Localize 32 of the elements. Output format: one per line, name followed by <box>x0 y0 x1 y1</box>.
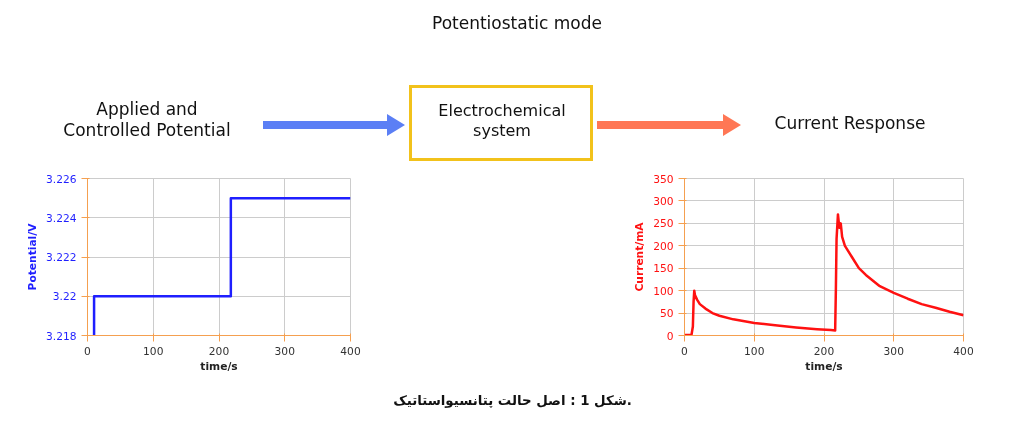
y-tick-label: 250 <box>653 217 674 231</box>
y-tick-label: 3.224 <box>45 211 77 225</box>
y-axis-title: Current/mA <box>633 221 647 292</box>
y-tick-label: 3.218 <box>45 329 77 343</box>
text: شکل 1 : اصل حالت پتانسیواستاتیک. <box>393 393 632 408</box>
y-tick-label: 350 <box>653 172 674 186</box>
x-tick-label: 200 <box>813 344 835 358</box>
y-tick-label: 3.226 <box>45 172 77 186</box>
y-tick-label: 300 <box>653 194 674 208</box>
text: Current Response <box>773 113 927 135</box>
x-tick-label: 400 <box>953 344 974 358</box>
x-tick-label: 300 <box>274 344 296 358</box>
x-tick-label: 0 <box>84 344 92 358</box>
x-axis-title: time/s <box>200 359 238 373</box>
x-axis-title: time/s <box>805 359 843 373</box>
y-tick-label: 3.22 <box>52 290 77 304</box>
y-tick-label: 200 <box>653 239 674 253</box>
y-tick-label: 100 <box>653 284 674 298</box>
y-tick-label: 50 <box>659 307 674 321</box>
x-tick-label: 100 <box>143 344 164 358</box>
y-tick-label: 150 <box>653 262 674 276</box>
x-tick-label: 200 <box>208 344 230 358</box>
y-tick-label: 0 <box>666 329 674 343</box>
text: Applied and Controlled Potential <box>62 99 232 142</box>
y-tick-label: 3.222 <box>45 251 77 264</box>
x-tick-label: 400 <box>340 344 361 358</box>
x-tick-label: 0 <box>681 344 689 358</box>
x-tick-label: 100 <box>744 344 765 358</box>
text: Electrochemical system <box>437 101 567 141</box>
x-tick-label: 300 <box>883 344 905 358</box>
text: Potentiostatic mode <box>431 13 603 35</box>
y-axis-title: Potential/V <box>25 222 39 291</box>
